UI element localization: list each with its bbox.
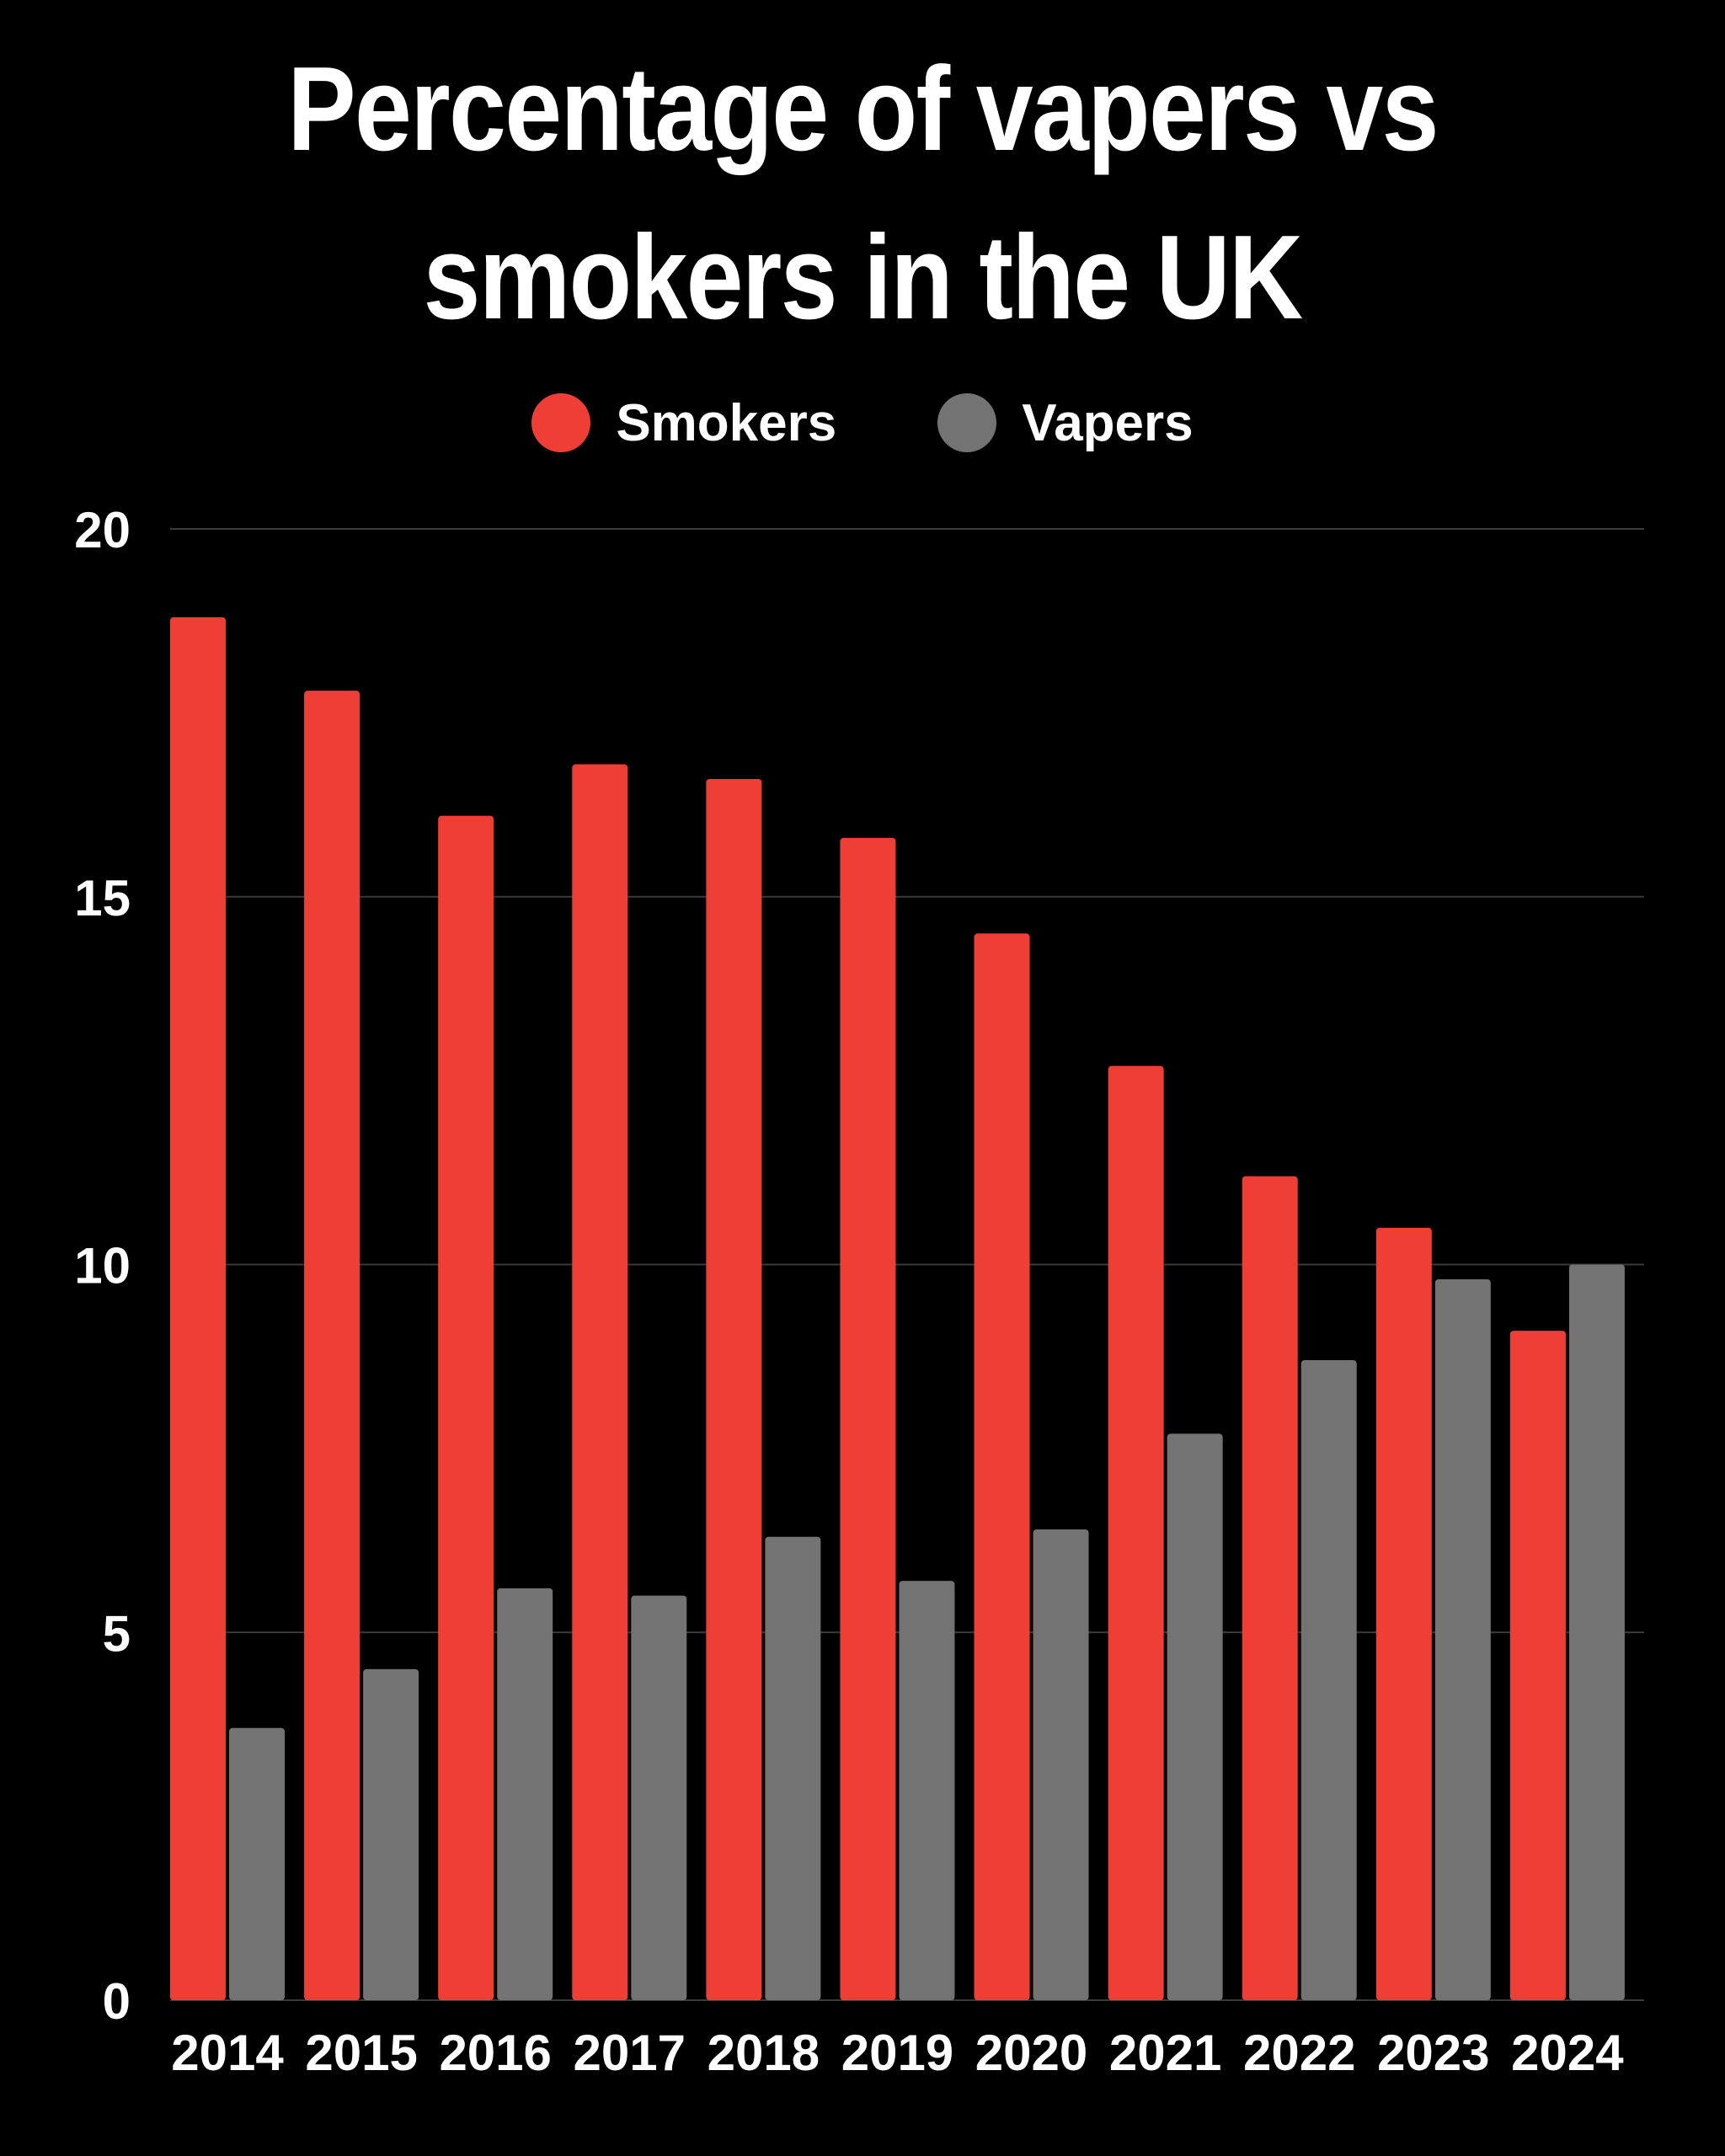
bar-smokers-2022 [1242,1176,1298,2000]
y-tick-label: 15 [74,870,131,926]
bar-vapers-2018 [765,1536,821,2000]
legend-swatch-smokers [531,393,591,452]
bar-smokers-2018 [706,778,762,2000]
bar-smokers-2023 [1375,1227,1432,2000]
x-tick-label: 2024 [1511,2025,1624,2081]
bar-vapers-2024 [1568,1264,1625,2000]
x-tick-label: 2023 [1377,2025,1489,2081]
bar-vapers-2020 [1033,1529,1089,2000]
y-axis-ticks: 0 5 10 15 20 [74,502,131,2030]
y-tick-label: 20 [74,502,131,558]
y-tick-label: 0 [103,1973,131,2030]
x-tick-label: 2018 [708,2025,820,2081]
x-tick-label: 2017 [574,2025,686,2081]
bar-smokers-2019 [840,837,896,2000]
chart-title: Percentage of vapers vs smokers in the U… [287,42,1439,344]
x-axis-ticks: 2014 2015 2016 2017 2018 2019 2020 2021 2022 2023… [171,2025,1624,2081]
bar-smokers-2016 [438,815,494,2000]
legend-item-vapers: Vapers [937,393,1194,453]
x-tick-label: 2014 [171,2025,284,2081]
y-tick-label: 10 [74,1238,131,1294]
bar-vapers-2016 [497,1588,553,2000]
x-tick-label: 2019 [841,2025,953,2081]
bar-smokers-2017 [572,764,628,2000]
legend-label-smokers: Smokers [616,393,837,452]
bar-smokers-2021 [1108,1065,1164,2000]
x-tick-label: 2015 [305,2025,417,2081]
bar-smokers-2024 [1509,1331,1566,2000]
x-tick-label: 2020 [975,2025,1087,2081]
bar-vapers-2017 [631,1595,687,2000]
bar-vapers-2021 [1167,1433,1223,2000]
bar-vapers-2019 [899,1581,955,2000]
x-tick-label: 2016 [439,2025,551,2081]
y-tick-label: 5 [103,1605,131,1662]
bar-smokers-2015 [304,691,360,2001]
x-tick-label: 2022 [1243,2025,1355,2081]
legend: Smokers Vapers [0,389,1725,456]
legend-item-smokers: Smokers [531,393,836,453]
bars [170,616,1625,2001]
legend-label-vapers: Vapers [1022,393,1194,452]
x-tick-label: 2021 [1109,2025,1221,2081]
bar-smokers-2014 [170,616,226,2000]
bar-vapers-2014 [229,1727,285,2000]
bar-vapers-2022 [1300,1360,1357,2000]
legend-swatch-vapers [937,393,997,452]
bar-smokers-2020 [974,933,1030,2000]
bar-vapers-2023 [1434,1278,1491,2000]
bar-vapers-2015 [363,1668,419,2000]
